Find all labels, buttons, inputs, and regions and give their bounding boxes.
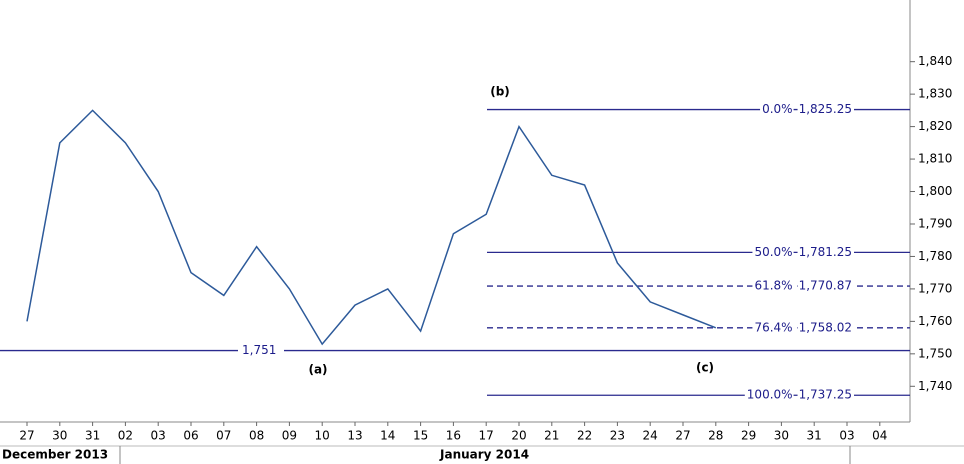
y-tick-label: 1,790 — [918, 216, 952, 230]
fib-label: 0.0% — [762, 102, 793, 116]
fib-label: 61.8% — [754, 279, 792, 293]
x-tick-label: 22 — [577, 429, 592, 443]
y-tick-label: 1,770 — [918, 281, 952, 295]
x-tick-label: 06 — [183, 429, 198, 443]
y-tick-label: 1,840 — [918, 54, 952, 68]
x-tick-label: 13 — [347, 429, 362, 443]
month-label: December 2013 — [2, 448, 108, 462]
wave-label: (c) — [696, 361, 714, 375]
fib-value: 1,781.25 — [799, 245, 852, 259]
x-tick-label: 28 — [708, 429, 723, 443]
x-tick-label: 24 — [643, 429, 658, 443]
fib-value: 1,737.25 — [799, 388, 852, 402]
y-tick-label: 1,800 — [918, 184, 952, 198]
label-bg — [797, 278, 854, 295]
price-line — [26, 109, 717, 346]
wave-label: (b) — [490, 85, 510, 99]
wave-label: (a) — [308, 363, 327, 377]
label-bg — [744, 387, 794, 404]
fib-value: 1,825.25 — [799, 102, 852, 116]
x-tick-label: 31 — [85, 429, 100, 443]
x-tick-label: 27 — [19, 429, 34, 443]
fib-label: 50.0% — [754, 245, 792, 259]
x-tick-label: 03 — [151, 429, 166, 443]
fib-label: 76.4% — [754, 320, 792, 334]
x-tick-label: 03 — [839, 429, 854, 443]
label-bg — [752, 244, 794, 261]
label-bg — [797, 101, 854, 118]
fib-value: 1,758.02 — [799, 320, 852, 334]
x-tick-label: 20 — [511, 429, 526, 443]
x-tick-label: 29 — [741, 429, 756, 443]
x-tick-label: 27 — [675, 429, 690, 443]
label-bg — [797, 387, 854, 404]
y-tick-label: 1,780 — [918, 249, 952, 263]
y-tick-label: 1,760 — [918, 314, 952, 328]
y-tick-label: 1,820 — [918, 119, 952, 133]
fib-label: 100.0% — [747, 388, 793, 402]
support-label: 1,751 — [242, 343, 276, 357]
x-tick-label: 10 — [315, 429, 330, 443]
y-tick-label: 1,830 — [918, 87, 952, 101]
x-tick-label: 31 — [807, 429, 822, 443]
x-tick-label: 09 — [282, 429, 297, 443]
y-tick-label: 1,750 — [918, 346, 952, 360]
label-bg — [752, 278, 794, 295]
label-bg — [797, 244, 854, 261]
x-tick-label: 30 — [774, 429, 789, 443]
x-tick-label: 14 — [380, 429, 395, 443]
x-tick-label: 07 — [216, 429, 231, 443]
x-tick-label: 30 — [52, 429, 67, 443]
label-bg — [238, 342, 284, 359]
x-tick-label: 23 — [610, 429, 625, 443]
label-bg — [797, 319, 854, 336]
y-tick-label: 1,810 — [918, 152, 952, 166]
label-bg — [752, 319, 794, 336]
label-bg — [760, 101, 794, 118]
x-tick-label: 17 — [479, 429, 494, 443]
month-label: January 2014 — [439, 448, 529, 462]
x-tick-label: 04 — [872, 429, 887, 443]
x-tick-label: 15 — [413, 429, 428, 443]
x-tick-label: 08 — [249, 429, 264, 443]
x-tick-label: 21 — [544, 429, 559, 443]
x-tick-label: 02 — [118, 429, 133, 443]
y-tick-label: 1,740 — [918, 379, 952, 393]
fib-value: 1,770.87 — [799, 279, 852, 293]
x-tick-label: 16 — [446, 429, 461, 443]
